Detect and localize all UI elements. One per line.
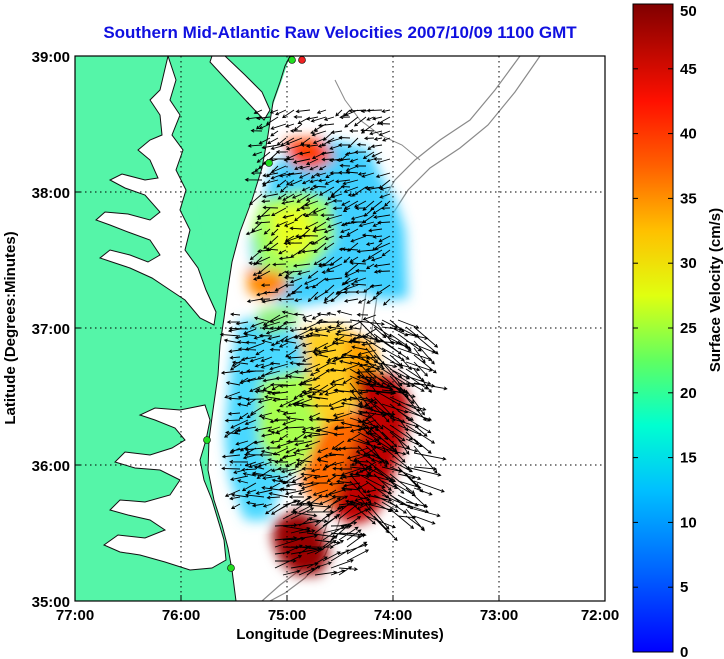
y-tick-label: 39:00 — [32, 49, 70, 66]
y-tick-labels: 39:00 38:00 37:00 36:00 35:00 — [32, 49, 70, 611]
colorbar-tick-label: 20 — [680, 385, 697, 402]
delaware-bay — [209, 56, 271, 121]
x-tick-label: 72:00 — [581, 607, 619, 624]
colorbar-tick-label: 40 — [680, 126, 697, 143]
colorbar-tick-label: 15 — [680, 450, 697, 467]
y-tick-label: 36:00 — [32, 458, 70, 475]
x-tick-label: 75:00 — [268, 607, 306, 624]
map-title: Southern Mid-Atlantic Raw Velocities 200… — [103, 23, 577, 42]
pamlico-sound — [102, 404, 227, 571]
colorbar-tick-label: 0 — [680, 644, 688, 659]
station-marker — [288, 56, 296, 64]
colorbar-tick-label: 10 — [680, 514, 697, 531]
colorbar-tick-label: 30 — [680, 255, 697, 272]
station-marker — [227, 564, 235, 572]
colorbar — [632, 3, 674, 653]
colorbar-tick-label: 25 — [680, 320, 697, 337]
y-tick-label: 37:00 — [32, 321, 70, 338]
y-axis-label: Latitude (Degrees:Minutes) — [2, 231, 19, 424]
y-tick-label: 38:00 — [32, 185, 70, 202]
velocity-arrow — [219, 108, 448, 576]
station-marker — [265, 159, 273, 167]
grid-lines — [75, 56, 605, 601]
colorbar-tick-label: 5 — [680, 579, 688, 596]
x-tick-label: 73:00 — [480, 607, 518, 624]
colorbar-label: Surface Velocity (cm/s) — [707, 208, 724, 372]
x-tick-labels: 77:00 76:00 75:00 74:00 73:00 72:00 — [56, 607, 619, 624]
colorbar-tick-label: 35 — [680, 190, 697, 207]
x-tick-label: 77:00 — [56, 607, 94, 624]
axis-tick-marks — [74, 55, 606, 602]
colorbar-tick-label: 45 — [680, 61, 697, 78]
x-tick-label: 76:00 — [162, 607, 200, 624]
station-marker — [203, 436, 211, 444]
colorbar-tick-label: 50 — [680, 3, 697, 20]
colorbar-ticks: 0 5 10 15 20 25 30 35 40 45 50 — [633, 3, 697, 659]
y-tick-label: 35:00 — [32, 594, 70, 611]
velocity-vectors — [219, 108, 448, 576]
station-marker-red — [298, 56, 306, 64]
x-axis-label: Longitude (Degrees:Minutes) — [236, 626, 444, 643]
x-tick-label: 74:00 — [374, 607, 412, 624]
